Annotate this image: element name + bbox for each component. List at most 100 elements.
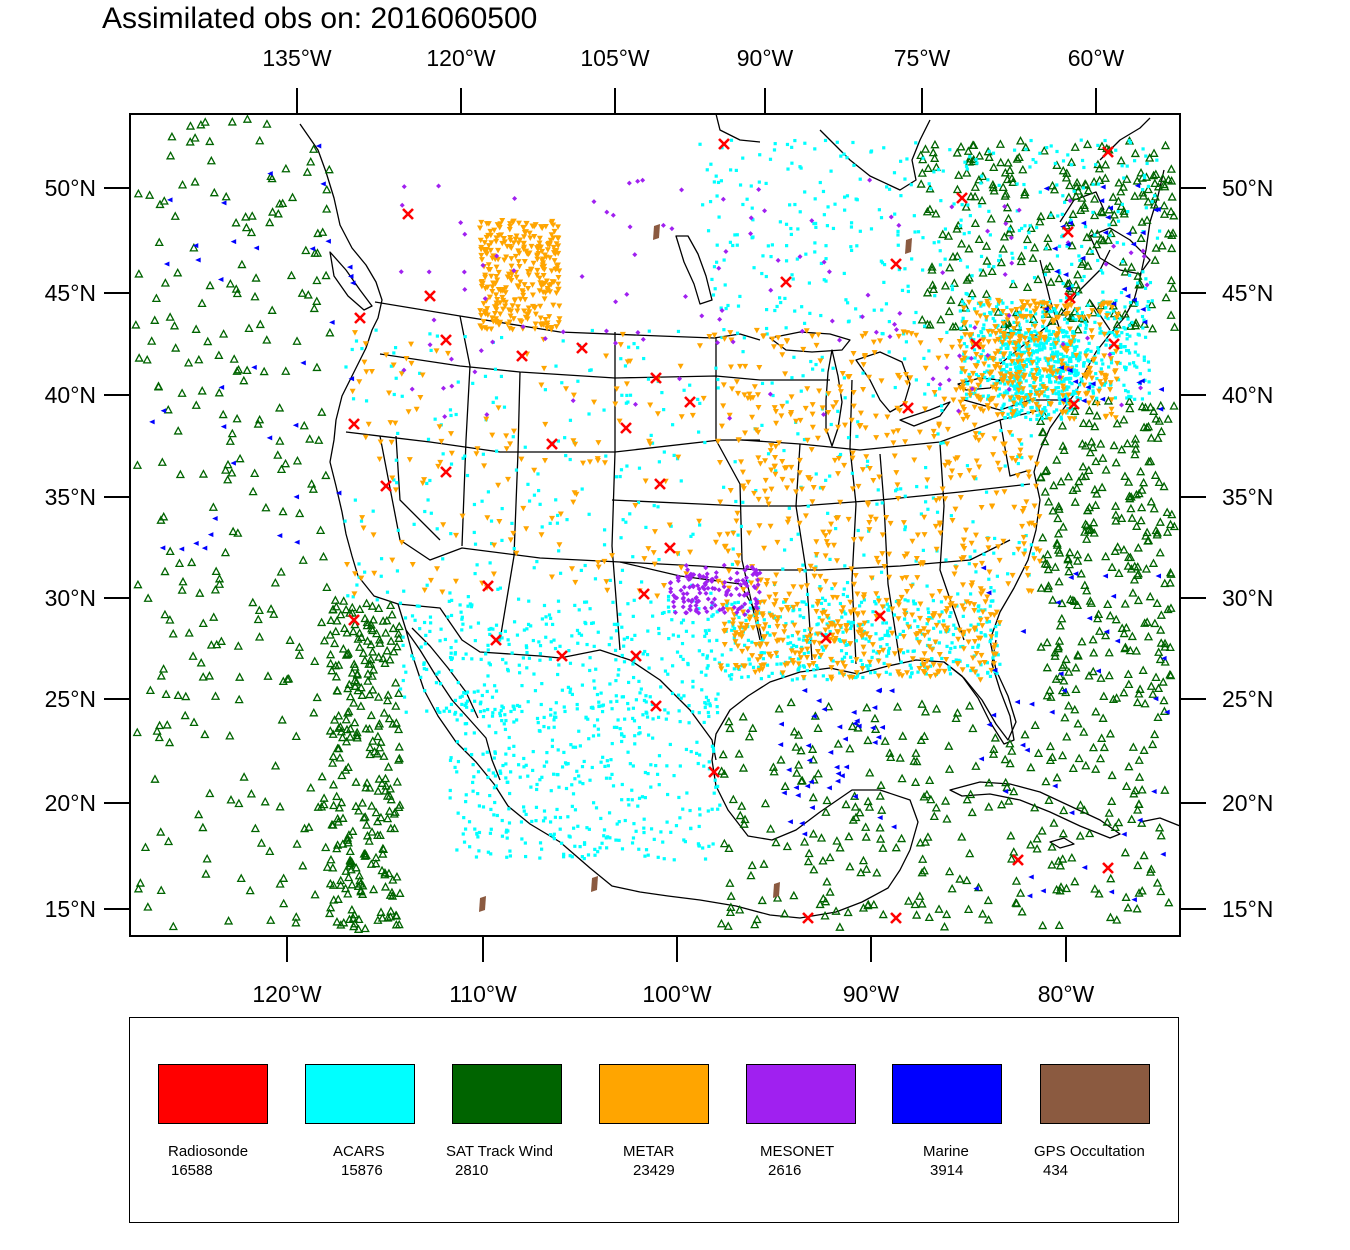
- acars-marker: [961, 316, 965, 320]
- acars-marker: [987, 149, 991, 153]
- metar-marker: [512, 253, 519, 260]
- acars-marker: [697, 649, 701, 653]
- metar-marker: [496, 321, 503, 327]
- sat-track-wind-marker: [1112, 915, 1122, 924]
- acars-marker: [1001, 361, 1006, 365]
- acars-marker: [1002, 392, 1006, 396]
- sat-track-wind-marker: [211, 566, 221, 576]
- acars-marker: [688, 383, 692, 387]
- sat-track-wind-marker: [1082, 232, 1092, 242]
- sat-track-wind-marker: [1160, 181, 1170, 191]
- sat-track-wind-marker: [254, 632, 265, 641]
- sat-track-wind-marker: [1136, 233, 1146, 242]
- acars-marker: [573, 603, 577, 608]
- acars-marker: [623, 364, 628, 368]
- acars-marker: [618, 580, 623, 584]
- acars-marker: [609, 758, 613, 762]
- acars-marker: [844, 298, 848, 302]
- acars-marker: [464, 691, 468, 695]
- acars-marker: [551, 834, 555, 838]
- sat-track-wind-marker: [347, 608, 357, 617]
- acars-marker: [1046, 402, 1051, 407]
- metar-marker: [555, 243, 562, 249]
- acars-marker: [1141, 147, 1145, 151]
- acars-marker: [529, 624, 533, 628]
- acars-marker: [964, 378, 968, 382]
- sat-track-wind-marker: [965, 153, 975, 163]
- sat-track-wind-marker: [1155, 822, 1165, 832]
- acars-marker: [1080, 158, 1085, 163]
- acars-marker: [1069, 163, 1074, 167]
- acars-marker: [1058, 401, 1062, 405]
- acars-marker: [988, 640, 992, 644]
- acars-marker: [422, 620, 427, 625]
- metar-marker: [754, 657, 761, 663]
- metar-marker: [1029, 334, 1036, 340]
- sat-track-wind-marker: [227, 117, 237, 126]
- acars-marker: [826, 205, 830, 209]
- sat-track-wind-marker: [1042, 662, 1052, 672]
- metar-marker: [803, 583, 810, 589]
- acars-marker: [1055, 149, 1059, 154]
- acars-marker: [1080, 311, 1085, 315]
- metar-marker: [509, 303, 516, 309]
- acars-marker: [736, 600, 740, 604]
- acars-marker: [932, 626, 936, 630]
- sat-track-wind-marker: [233, 641, 243, 650]
- acars-marker: [557, 663, 561, 667]
- acars-marker: [940, 408, 944, 413]
- sat-track-wind-marker: [1089, 648, 1099, 657]
- acars-marker: [828, 474, 832, 478]
- sat-track-wind-marker: [348, 826, 358, 835]
- metar-marker: [990, 452, 997, 458]
- acars-marker: [927, 615, 931, 620]
- sat-track-wind-marker: [221, 191, 231, 201]
- metar-marker: [1074, 307, 1081, 313]
- acars-marker: [1116, 210, 1120, 214]
- sat-track-wind-marker: [847, 721, 858, 731]
- acars-marker: [1043, 405, 1047, 410]
- acars-marker: [1119, 345, 1123, 349]
- acars-marker: [456, 811, 460, 815]
- sat-track-wind-marker: [1098, 453, 1108, 462]
- acars-marker: [1024, 331, 1028, 335]
- metar-marker: [512, 236, 519, 243]
- sat-track-wind-marker: [1120, 599, 1130, 608]
- sat-track-wind-marker: [1080, 580, 1090, 589]
- metar-marker: [1024, 572, 1031, 579]
- acars-marker: [1068, 380, 1072, 384]
- acars-marker: [784, 326, 788, 330]
- sat-track-wind-marker: [194, 809, 204, 819]
- metar-marker: [520, 505, 527, 512]
- metar-marker: [368, 369, 375, 375]
- acars-marker: [503, 629, 507, 633]
- metar-marker: [616, 418, 623, 425]
- metar-marker: [510, 428, 517, 435]
- sat-track-wind-marker: [196, 119, 206, 129]
- metar-marker: [1020, 534, 1027, 541]
- acars-marker: [526, 482, 530, 486]
- metar-marker: [720, 403, 727, 409]
- acars-marker: [802, 615, 806, 620]
- acars-marker: [1066, 376, 1071, 381]
- sat-track-wind-marker: [1107, 562, 1117, 571]
- sat-track-wind-marker: [1151, 243, 1161, 252]
- sat-track-wind-marker: [875, 823, 885, 832]
- sat-track-wind-marker: [1073, 556, 1083, 565]
- acars-marker: [887, 605, 891, 609]
- acars-marker: [1016, 341, 1021, 345]
- sat-track-wind-marker: [1005, 165, 1015, 175]
- metar-marker: [770, 344, 777, 350]
- acars-marker: [666, 711, 670, 715]
- acars-marker: [722, 328, 726, 332]
- acars-marker: [832, 620, 836, 624]
- acars-marker: [511, 704, 515, 708]
- acars-marker: [1055, 354, 1060, 358]
- acars-marker: [564, 453, 568, 458]
- sat-track-wind-marker: [333, 817, 343, 826]
- sat-track-wind-marker: [1155, 654, 1165, 664]
- acars-marker: [864, 637, 868, 641]
- metar-marker: [493, 264, 500, 271]
- acars-marker: [1066, 402, 1070, 406]
- metar-marker: [736, 632, 743, 638]
